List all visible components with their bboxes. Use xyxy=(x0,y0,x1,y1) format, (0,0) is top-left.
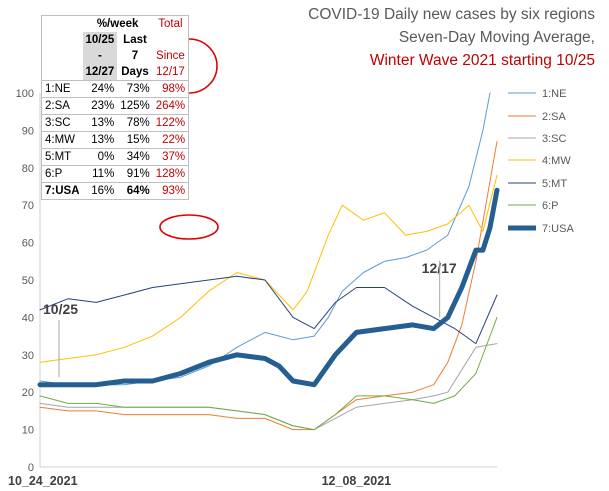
row-label: 5:MT xyxy=(40,148,83,166)
legend: 1:NE 2:SA 3:SC 4:MW 5:MT 6:P 7:USA xyxy=(508,88,574,235)
axes: 0 10 20 30 40 50 60 70 80 90 100 10_24_2021 12_08_20… xyxy=(8,88,497,488)
y-tick-label: 50 xyxy=(22,275,34,287)
row-label: 6:P xyxy=(40,165,83,183)
row-pct-last7: 73% xyxy=(117,80,153,98)
series-line-7-usa xyxy=(37,187,500,388)
subheader-since-line: 12/17 xyxy=(156,66,185,78)
subheader-date-line: 10/25 xyxy=(85,34,115,46)
table-subheader-empty xyxy=(40,32,83,81)
row-pct-last7: 34% xyxy=(117,148,153,166)
row-label: 3:SC xyxy=(40,114,83,132)
subheader-last-7-days: Last 7 Days xyxy=(117,32,152,81)
y-tick-label: 10 xyxy=(22,425,34,437)
highlight-circle-usa xyxy=(159,214,219,240)
chart-title-line-2: Seven-Day Moving Average, xyxy=(398,29,595,46)
chart-title-line-1: COVID-19 Daily new cases by six regions xyxy=(308,6,595,23)
y-tick-label: 0 xyxy=(28,462,34,474)
legend-label: 2:SA xyxy=(542,111,567,123)
table-row: 6:P 11% 91% 128% xyxy=(40,165,190,183)
series-lines xyxy=(37,92,500,431)
table-row-usa: 7:USA 16% 64% 93% xyxy=(40,182,190,200)
subheader-since: Since 12/17 xyxy=(152,32,190,81)
y-tick-label: 40 xyxy=(22,312,34,324)
series-line-6-p xyxy=(39,316,498,431)
subheader-date-line: 12/27 xyxy=(85,66,115,78)
table-row: 1:NE 24% 73% 98% xyxy=(40,80,190,98)
y-tick-label: 100 xyxy=(16,88,34,100)
header-total: Total xyxy=(152,15,190,32)
series-line-2-sa xyxy=(39,141,498,431)
x-tick-label: 12_08_2021 xyxy=(322,474,392,488)
row-pct-period: 13% xyxy=(82,131,118,149)
row-pct-since: 98% xyxy=(152,80,190,98)
row-label: 1:NE xyxy=(40,80,83,98)
chart-title-line-3: Winter Wave 2021 starting 10/25 xyxy=(369,52,595,69)
row-pct-last7: 125% xyxy=(117,97,153,115)
legend-label: 3:SC xyxy=(542,133,567,145)
row-label: 2:SA xyxy=(40,97,83,115)
series-line-4-mw xyxy=(39,174,498,363)
row-pct-since: 22% xyxy=(152,131,190,149)
subheader-last-line: 7 xyxy=(131,50,139,62)
legend-label: 7:USA xyxy=(542,223,574,235)
row-label: 7:USA xyxy=(40,182,83,200)
table-row: 3:SC 13% 78% 122% xyxy=(40,114,190,132)
table-row: 5:MT 0% 34% 37% xyxy=(40,148,190,166)
legend-label: 5:MT xyxy=(542,178,567,190)
row-pct-last7: 15% xyxy=(117,131,153,149)
subheader-since-line: Since xyxy=(156,50,185,62)
table-subheader-row: 10/25 - 12/27 Last 7 Days Since 12/17 xyxy=(40,32,190,81)
row-pct-since: 122% xyxy=(152,114,190,132)
table-row: 4:MW 13% 15% 22% xyxy=(40,131,190,149)
row-pct-period: 0% xyxy=(82,148,118,166)
y-tick-label: 80 xyxy=(22,163,34,175)
row-pct-last7: 78% xyxy=(117,114,153,132)
legend-label: 4:MW xyxy=(542,155,571,167)
y-tick-label: 70 xyxy=(22,200,34,212)
row-pct-since: 128% xyxy=(152,165,190,183)
table-header-row: %/week Total xyxy=(40,15,190,32)
table-row: 2:SA 23% 125% 264% xyxy=(40,97,190,115)
subheader-last-line: Days xyxy=(121,66,149,78)
row-pct-period: 16% xyxy=(82,182,118,200)
series-line-5-mt xyxy=(39,275,498,345)
row-pct-last7: 91% xyxy=(117,165,153,183)
y-tick-label: 60 xyxy=(22,238,34,250)
x-tick-label: 10_24_2021 xyxy=(8,474,78,488)
row-pct-since: 37% xyxy=(152,148,190,166)
row-pct-period: 24% xyxy=(82,80,118,98)
row-pct-last7: 64% xyxy=(117,182,153,200)
row-pct-since: 93% xyxy=(152,182,190,200)
row-pct-since: 264% xyxy=(152,97,190,115)
stats-table: %/week Total 10/25 - 12/27 Last 7 Days S… xyxy=(40,15,190,200)
subheader-date-line: - xyxy=(97,50,102,62)
row-label: 4:MW xyxy=(40,131,83,149)
row-pct-period: 11% xyxy=(82,165,118,183)
subheader-last-line: Last xyxy=(123,34,147,46)
table-corner xyxy=(40,15,83,32)
y-tick-label: 90 xyxy=(22,125,34,137)
legend-label: 6:P xyxy=(542,200,559,212)
annotation-label: 10/25 xyxy=(43,301,78,317)
y-tick-label: 20 xyxy=(22,387,34,399)
header-pct-week: %/week xyxy=(82,15,153,32)
row-pct-period: 23% xyxy=(82,97,118,115)
y-tick-label: 30 xyxy=(22,350,34,362)
legend-label: 1:NE xyxy=(542,88,566,100)
row-pct-period: 13% xyxy=(82,114,118,132)
subheader-date-range: 10/25 - 12/27 xyxy=(82,32,118,81)
